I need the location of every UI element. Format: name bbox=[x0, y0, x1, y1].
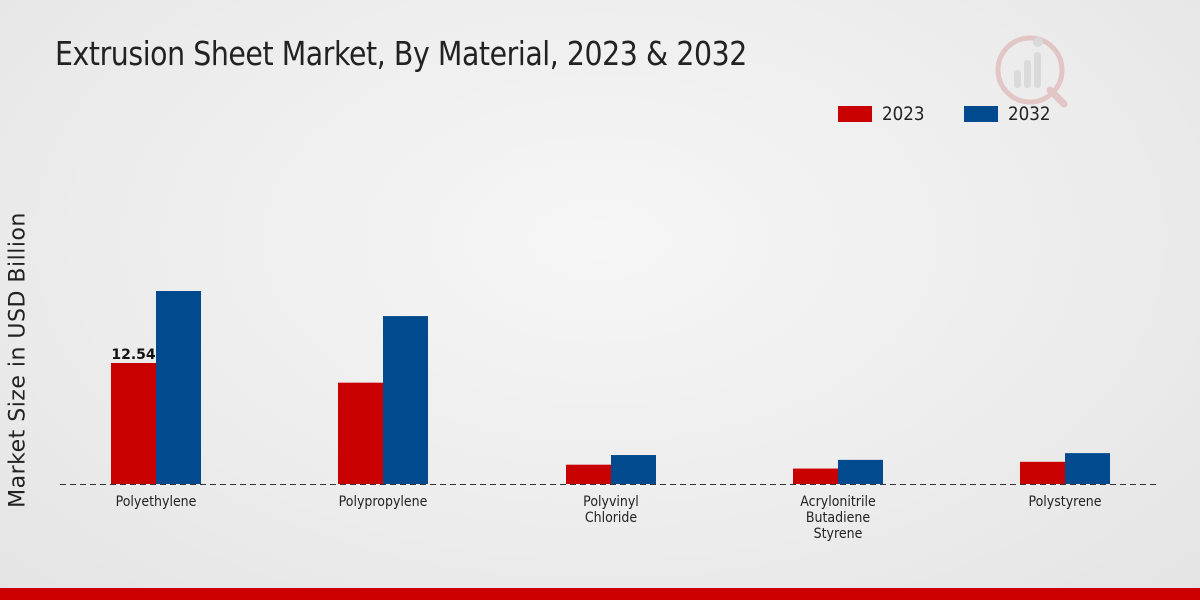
chart-title: Extrusion Sheet Market, By Material, 202… bbox=[55, 34, 747, 73]
data-label-0: 12.54 bbox=[111, 347, 156, 363]
watermark-logo-icon bbox=[995, 35, 1068, 108]
legend-swatch-2032 bbox=[964, 106, 999, 122]
chart-legend: 2023 2032 bbox=[838, 103, 1091, 125]
legend-item-2032[interactable]: 2032 bbox=[964, 103, 1056, 125]
bar-2023-2[interactable] bbox=[566, 464, 611, 484]
bar-2023-1[interactable] bbox=[338, 382, 383, 484]
bar-2032-3[interactable] bbox=[838, 459, 883, 484]
x-tick-label-2: Polyvinyl Chloride bbox=[583, 494, 639, 526]
x-tick-label-0: Polyethylene bbox=[116, 494, 197, 510]
x-tick-label-3: Acrylonitrile Butadiene Styrene bbox=[800, 494, 875, 542]
bar-2032-2[interactable] bbox=[611, 455, 656, 484]
bar-2023-3[interactable] bbox=[793, 468, 838, 484]
legend-item-2023[interactable]: 2023 bbox=[838, 103, 930, 125]
x-tick-label-1: Polypropylene bbox=[339, 494, 428, 510]
bar-2032-4[interactable] bbox=[1065, 453, 1110, 484]
bar-2023-0[interactable] bbox=[111, 362, 156, 484]
footer-bar bbox=[0, 588, 1200, 600]
bar-2032-1[interactable] bbox=[383, 316, 428, 484]
bar-2032-0[interactable] bbox=[156, 291, 201, 484]
x-tick-label-4: Polystyrene bbox=[1028, 494, 1101, 510]
legend-label-2032: 2032 bbox=[1008, 103, 1051, 125]
bar-2023-4[interactable] bbox=[1020, 461, 1065, 484]
legend-label-2023: 2023 bbox=[882, 103, 925, 125]
legend-swatch-2023 bbox=[838, 106, 872, 122]
